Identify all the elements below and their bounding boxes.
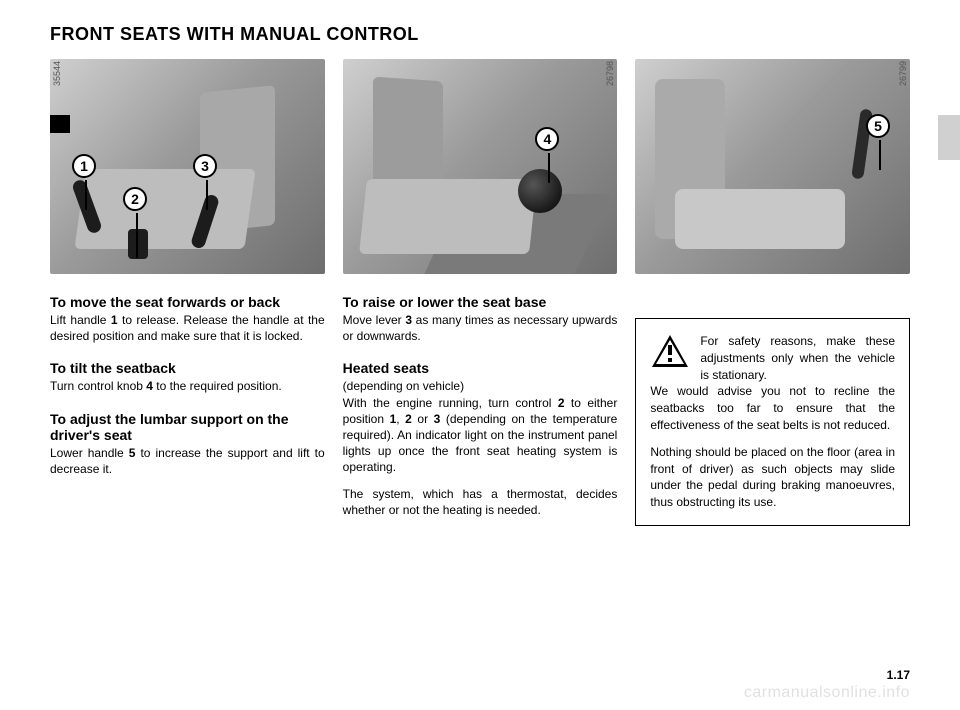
text: With the engine running, turn control — [343, 396, 558, 410]
text: Move lever — [343, 313, 406, 327]
ref-1: 1 — [111, 313, 118, 327]
page-number: 1.17 — [887, 668, 910, 682]
column-1: 35544 1 2 3 To move the seat forwards or… — [50, 59, 325, 528]
heading-raise-lower: To raise or lower the seat base — [343, 294, 618, 310]
callout-4: 4 — [535, 127, 559, 151]
seat-cushion-shape — [675, 189, 845, 249]
ref-3: 3 — [405, 313, 412, 327]
text-move-seat: Lift handle 1 to release. Release the ha… — [50, 312, 325, 344]
heading-move-seat: To move the seat forwards or back — [50, 294, 325, 310]
knob-2-shape — [128, 229, 148, 259]
text: , — [396, 412, 405, 426]
warning-triangle-icon — [650, 333, 690, 369]
figure-seat-controls-123: 35544 1 2 3 — [50, 59, 325, 274]
heading-tilt-seatback: To tilt the seatback — [50, 360, 325, 376]
warning-box: For safety reasons, make these adjustmen… — [635, 318, 910, 526]
text-tilt-seatback: Turn control knob 4 to the required posi… — [50, 378, 325, 394]
text-heated-seats: (depending on vehicle) With the engine r… — [343, 378, 618, 475]
text-lumbar: Lower handle 5 to increase the support a… — [50, 445, 325, 477]
callout-2: 2 — [123, 187, 147, 211]
page-title: FRONT SEATS WITH MANUAL CONTROL — [50, 24, 910, 45]
warning-text-2: We would advise you not to recline the s… — [650, 383, 895, 433]
seat-cushion-shape — [74, 169, 255, 249]
text-sub: (depending on vehicle) — [343, 379, 464, 393]
heading-lumbar: To adjust the lumbar support on the driv… — [50, 411, 325, 443]
text-thermostat: The system, which has a thermostat, deci… — [343, 486, 618, 518]
figure-seat-knob-4: 26798 4 — [343, 59, 618, 274]
warning-text-1: For safety reasons, make these adjustmen… — [700, 333, 895, 383]
ref-pos2: 2 — [405, 412, 412, 426]
heading-heated-seats: Heated seats — [343, 360, 618, 376]
column-2: 26798 4 To raise or lower the seat base … — [343, 59, 618, 528]
callout-5: 5 — [866, 114, 890, 138]
text-raise-lower: Move lever 3 as many times as necessary … — [343, 312, 618, 344]
figure-id: 35544 — [52, 61, 62, 86]
text: to the required position. — [153, 379, 282, 393]
side-tab — [938, 115, 960, 160]
callout-3: 3 — [193, 154, 217, 178]
watermark: carmanualsonline.info — [744, 684, 910, 702]
callout-1: 1 — [72, 154, 96, 178]
figure-seat-lever-5: 26799 5 — [635, 59, 910, 274]
text: Lift handle — [50, 313, 111, 327]
ref-4: 4 — [146, 379, 153, 393]
column-3: 26799 5 For safety reasons, make these a… — [635, 59, 910, 528]
figure-id: 26798 — [605, 61, 615, 86]
figure-id: 26799 — [898, 61, 908, 86]
text: Lower handle — [50, 446, 129, 460]
ref-2: 2 — [558, 396, 565, 410]
text: or — [412, 412, 434, 426]
text: Turn control knob — [50, 379, 146, 393]
seat-cushion-shape — [359, 179, 537, 254]
footer-marker — [50, 115, 70, 133]
warning-text-3: Nothing should be placed on the floor (a… — [650, 444, 895, 511]
